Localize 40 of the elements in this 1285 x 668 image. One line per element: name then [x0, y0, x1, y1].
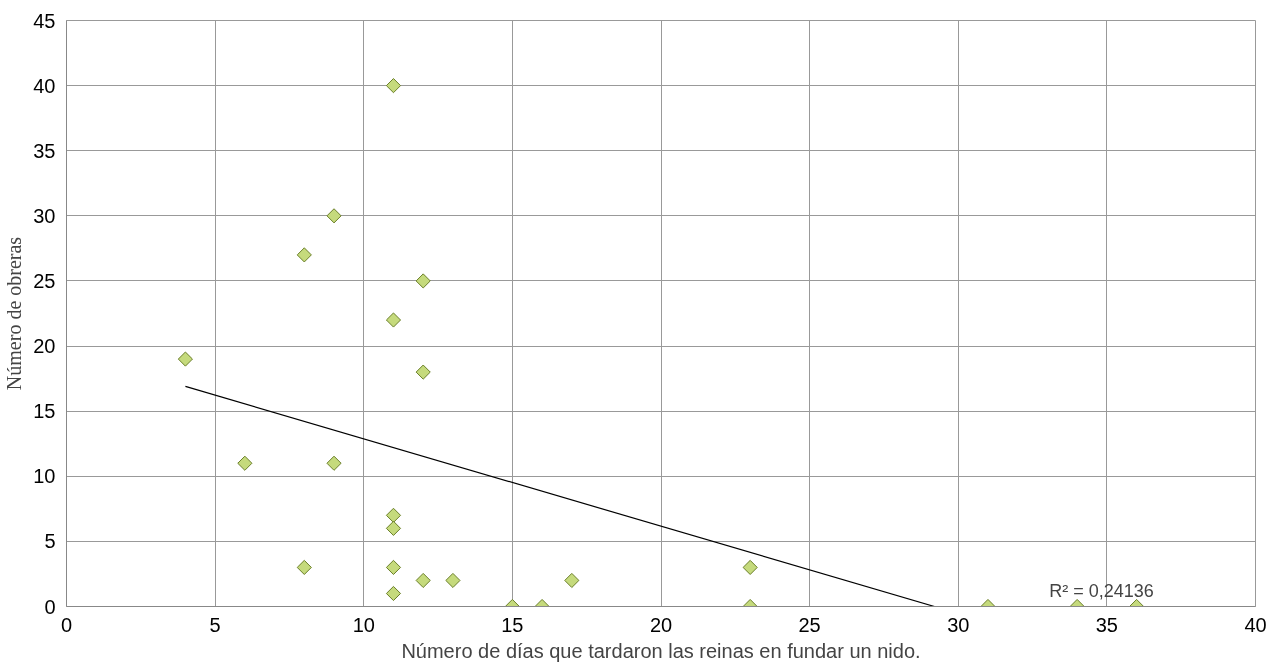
x-tick-label: 35: [1095, 613, 1118, 636]
point: [415, 364, 431, 380]
point: [415, 273, 431, 289]
y-tick-label: 20: [33, 335, 56, 358]
point: [177, 351, 193, 367]
x-tick-label: 0: [60, 613, 73, 636]
y-tick-label: 25: [33, 269, 56, 292]
x-tick-label: 10: [352, 613, 375, 636]
point: [385, 78, 402, 94]
point: [326, 208, 342, 224]
y-tick-label: 10: [33, 465, 56, 488]
point: [326, 455, 342, 471]
point: [385, 520, 402, 536]
point: [296, 559, 312, 575]
point: [564, 572, 580, 589]
point: [415, 572, 431, 589]
x-tick-label: 40: [1244, 613, 1267, 636]
point: [296, 247, 312, 263]
point: [742, 559, 758, 575]
y-tick-label: 15: [33, 400, 56, 423]
x-tick-label: 20: [649, 613, 673, 636]
x-tick-label: 30: [947, 613, 970, 636]
y-tick-label: 35: [33, 139, 56, 162]
point: [237, 455, 253, 471]
y-tick-label: 5: [44, 530, 56, 553]
y-tick-label: 0: [44, 595, 56, 618]
point: [385, 585, 402, 602]
y-axis-title: Número de obreras: [3, 236, 26, 391]
point: [385, 507, 402, 523]
point: [385, 559, 402, 575]
x-axis-title: Número de días que tardaron las reinas en fundar un nido.: [401, 639, 921, 662]
y-tick-label: 45: [33, 9, 56, 32]
x-tick-label: 15: [501, 613, 524, 636]
y-tick-label: 40: [33, 74, 56, 97]
y-tick-label: 30: [33, 204, 56, 227]
annotation: R² = 0,24136: [1049, 580, 1154, 601]
x-tick-label: 25: [798, 613, 821, 636]
point: [445, 572, 461, 589]
x-tick-label: 5: [209, 613, 221, 636]
point: [385, 312, 402, 328]
